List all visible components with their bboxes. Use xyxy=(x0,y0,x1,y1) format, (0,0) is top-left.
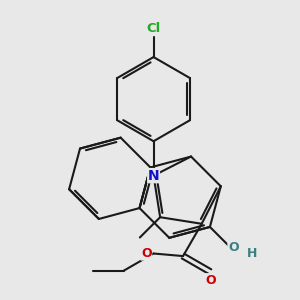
Text: O: O xyxy=(205,274,216,287)
Text: O: O xyxy=(141,247,152,260)
Text: O: O xyxy=(228,242,238,254)
Text: N: N xyxy=(148,169,159,183)
Text: Cl: Cl xyxy=(146,22,161,35)
Text: H: H xyxy=(247,247,258,260)
